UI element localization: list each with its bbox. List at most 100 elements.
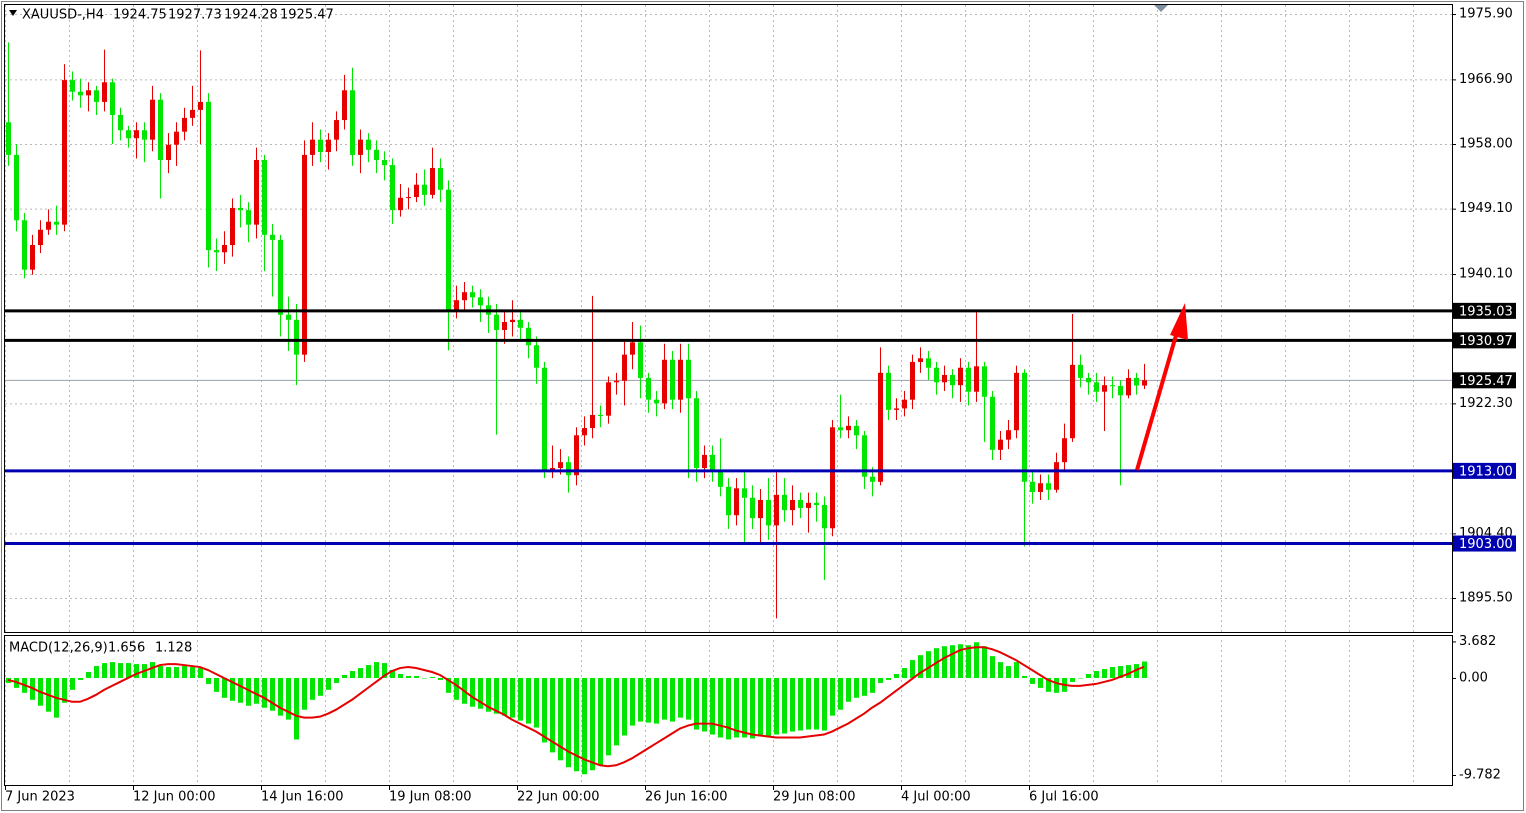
candle-body bbox=[126, 130, 131, 139]
macd-bar bbox=[94, 666, 99, 678]
candle-body bbox=[966, 367, 971, 392]
macd-bar bbox=[686, 677, 691, 720]
candle-body bbox=[374, 149, 379, 161]
candle-body bbox=[558, 462, 563, 468]
candle-body bbox=[342, 90, 347, 121]
macd-bar bbox=[678, 677, 683, 718]
candle-body bbox=[838, 427, 843, 431]
level-label: 1930.97 bbox=[1459, 334, 1513, 349]
macd-bar bbox=[430, 676, 435, 678]
candle-body bbox=[710, 454, 715, 471]
candle-body bbox=[766, 499, 771, 526]
candle-body bbox=[502, 321, 507, 330]
candle-body bbox=[598, 414, 603, 416]
macd-bar bbox=[990, 656, 995, 678]
macd-bar bbox=[334, 677, 339, 683]
candle-body bbox=[222, 244, 227, 253]
candle-body bbox=[702, 454, 707, 468]
candle-body bbox=[1046, 483, 1051, 490]
macd-bar bbox=[838, 677, 843, 710]
macd-bar bbox=[270, 677, 275, 711]
macd-bar bbox=[982, 646, 987, 678]
macd-bar bbox=[478, 677, 483, 709]
macd-bar bbox=[822, 677, 827, 731]
macd-bar bbox=[294, 677, 299, 740]
candle-body bbox=[1038, 483, 1043, 492]
candle-body bbox=[1142, 380, 1147, 386]
macd-bar bbox=[734, 677, 739, 738]
candle-body bbox=[142, 130, 147, 140]
candle-body bbox=[870, 476, 875, 482]
macd-bar bbox=[214, 677, 219, 692]
macd-bar bbox=[670, 677, 675, 722]
macd-bar bbox=[1038, 677, 1043, 688]
macd-bar bbox=[494, 677, 499, 714]
candle-body bbox=[86, 90, 91, 96]
macd-bar bbox=[950, 645, 955, 678]
macd-bar bbox=[758, 677, 763, 737]
candle-body bbox=[46, 221, 51, 230]
macd-bar bbox=[878, 677, 883, 683]
macd-bar bbox=[118, 663, 123, 678]
vertical-grid bbox=[5, 5, 1452, 632]
candle-body bbox=[358, 139, 363, 155]
candle-body bbox=[1134, 377, 1139, 386]
candle-body bbox=[526, 327, 531, 346]
candle-body bbox=[622, 354, 627, 381]
macd-bar bbox=[470, 677, 475, 707]
candle-body bbox=[646, 377, 651, 400]
candle-body bbox=[22, 220, 27, 270]
x-tick-label: 14 Jun 16:00 bbox=[261, 790, 344, 805]
candle-body bbox=[414, 184, 419, 198]
candle-body bbox=[878, 372, 883, 482]
candle-body bbox=[550, 467, 555, 471]
candle-body bbox=[662, 359, 667, 404]
candle-body bbox=[398, 197, 403, 211]
macd-bar bbox=[782, 677, 787, 734]
candle-body bbox=[366, 139, 371, 150]
x-tick-label: 22 Jun 00:00 bbox=[517, 790, 600, 805]
candle-body bbox=[262, 160, 267, 235]
macd-bar bbox=[302, 677, 307, 710]
candle-body bbox=[718, 470, 723, 487]
macd-bar bbox=[598, 677, 603, 766]
candle-body bbox=[1030, 481, 1035, 492]
macd-bar bbox=[510, 677, 515, 718]
candle-body bbox=[678, 359, 683, 400]
candle-body bbox=[726, 486, 731, 516]
macd-bar bbox=[86, 672, 91, 678]
candle-body bbox=[814, 502, 819, 506]
macd-bar bbox=[254, 677, 259, 704]
x-tick-label: 4 Jul 00:00 bbox=[901, 790, 971, 805]
level-label-box bbox=[1453, 462, 1516, 479]
macd-bar bbox=[862, 677, 867, 696]
macd-bar bbox=[262, 677, 267, 708]
candle-body bbox=[478, 297, 483, 306]
candle-body bbox=[1014, 372, 1019, 431]
macd-bar bbox=[1134, 664, 1139, 678]
x-tick-label: 29 Jun 08:00 bbox=[773, 790, 856, 805]
candle-body bbox=[150, 99, 155, 140]
candle-body bbox=[470, 292, 475, 298]
candle-body bbox=[574, 435, 579, 476]
candle-body bbox=[982, 366, 987, 397]
macd-bar bbox=[854, 677, 859, 698]
candle-body bbox=[1078, 364, 1083, 378]
macd-bar bbox=[454, 677, 459, 700]
macd-bar bbox=[886, 677, 891, 680]
macd-bar bbox=[286, 677, 291, 720]
macd-bar bbox=[710, 677, 715, 735]
macd-bar bbox=[774, 677, 779, 735]
y-tick-label: 1949.10 bbox=[1459, 201, 1513, 216]
macd-bar bbox=[62, 677, 67, 703]
macd-bar bbox=[414, 675, 419, 678]
macd-bar bbox=[126, 663, 131, 678]
main-pane-frame bbox=[4, 4, 1453, 633]
y-tick-label: 1940.10 bbox=[1459, 267, 1513, 282]
candle-body bbox=[238, 207, 243, 211]
current-price-box bbox=[1453, 372, 1516, 389]
level-label-box bbox=[1453, 332, 1516, 349]
candle-body bbox=[134, 130, 139, 139]
y-tick-label: 1895.50 bbox=[1459, 591, 1513, 606]
